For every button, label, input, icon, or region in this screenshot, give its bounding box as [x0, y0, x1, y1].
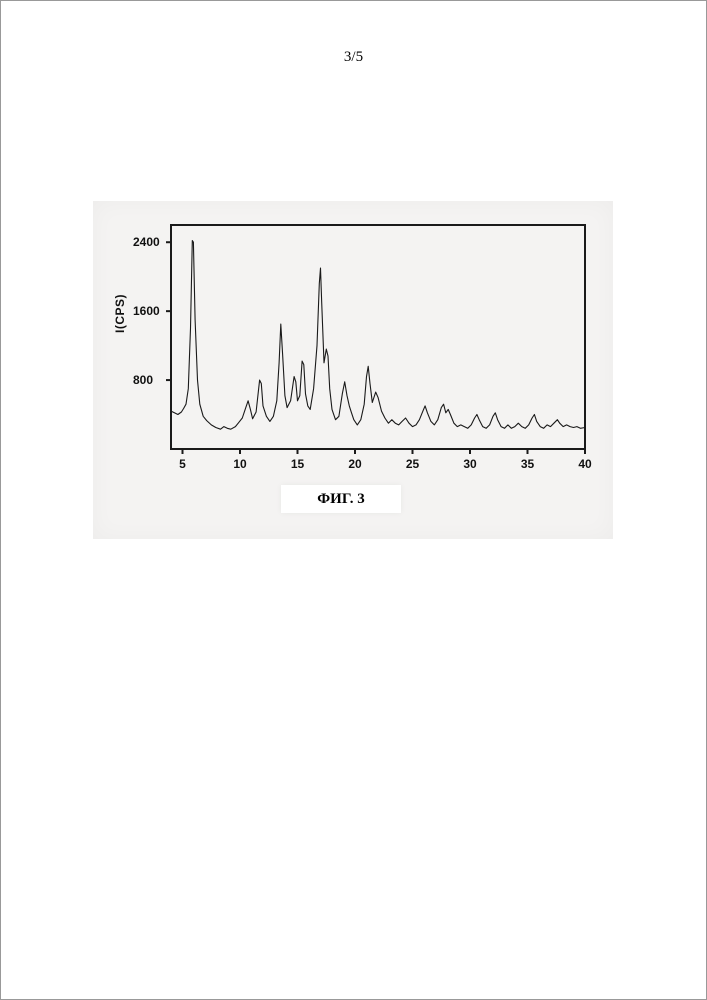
x-tick-label: 5: [179, 457, 186, 471]
figure-caption: ФИГ. 3: [281, 485, 401, 513]
y-axis-label: I(CPS): [113, 294, 127, 333]
x-tick-label: 35: [521, 457, 534, 471]
y-tick-label: 1600: [133, 304, 160, 318]
x-tick-label: 15: [291, 457, 304, 471]
y-tick-label: 2400: [133, 235, 160, 249]
x-tick-label: 10: [233, 457, 246, 471]
page-number: 3/5: [1, 49, 706, 66]
x-tick-label: 25: [406, 457, 419, 471]
page: 3/5 I(CPS) 800 1600 2400 5 10 15 20 25 30 35 40 Ф…: [0, 0, 707, 1000]
chart-svg: [115, 219, 591, 473]
xrd-chart: I(CPS) 800 1600 2400 5 10 15 20 25 30 35 40: [115, 219, 591, 473]
x-tick-label: 40: [578, 457, 591, 471]
x-tick-label: 30: [463, 457, 476, 471]
y-tick-label: 800: [133, 373, 153, 387]
x-tick-label: 20: [348, 457, 361, 471]
figure-panel: I(CPS) 800 1600 2400 5 10 15 20 25 30 35 40 ФИГ. …: [93, 201, 613, 539]
